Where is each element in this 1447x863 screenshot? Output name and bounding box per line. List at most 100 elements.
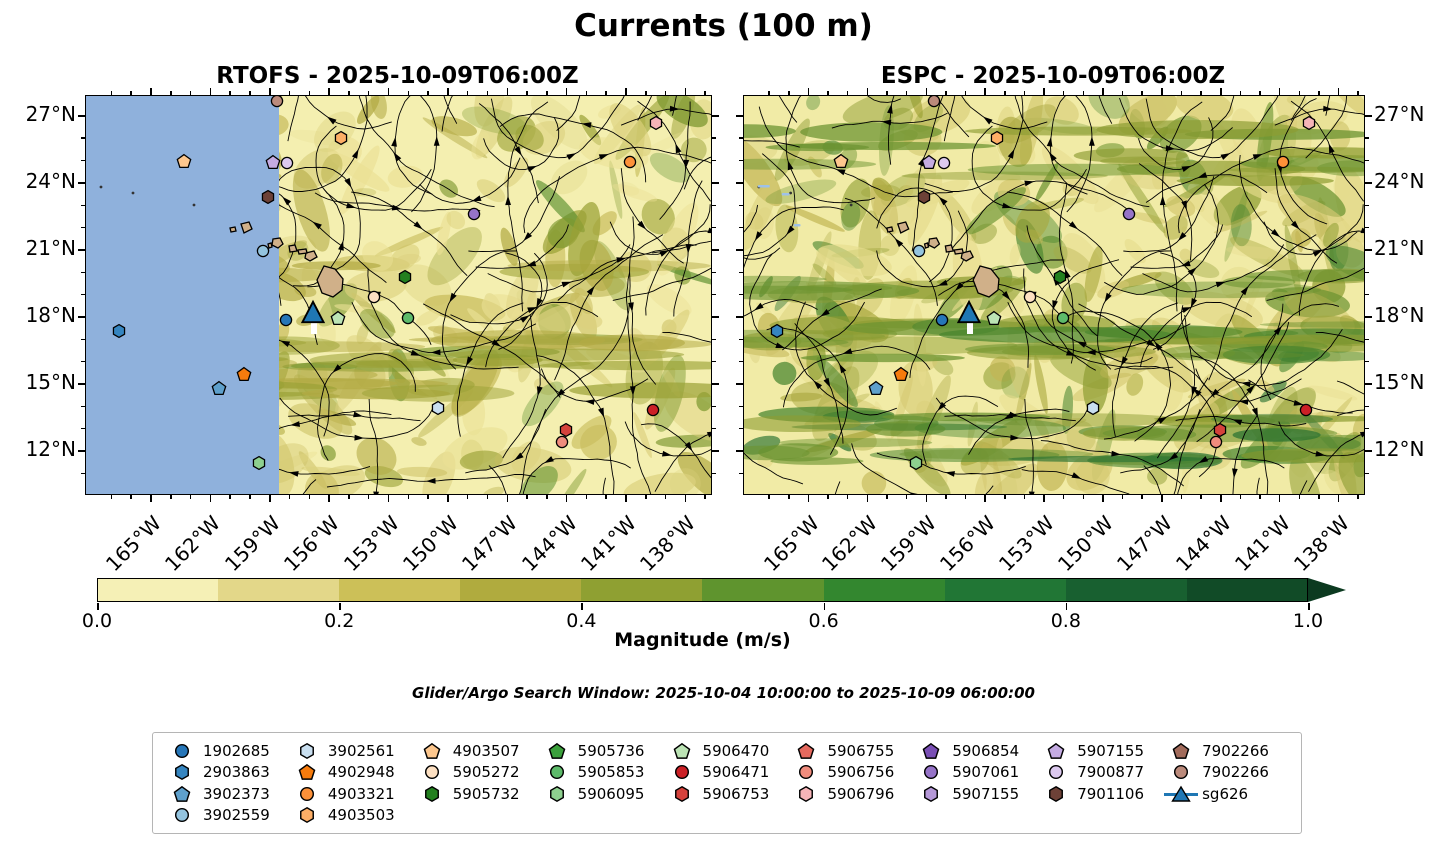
float-marker-3902373 (211, 380, 227, 396)
axis-tick (565, 88, 568, 95)
axis-tick (964, 495, 967, 499)
axis-tick (1062, 91, 1065, 95)
axis-tick (712, 249, 719, 251)
axis-tick (170, 495, 172, 499)
float-marker-sg626 (956, 299, 982, 324)
legend-label: 4903507 (452, 741, 520, 760)
axis-tick (1239, 91, 1242, 95)
axis-tick (526, 91, 528, 95)
axis-tick (984, 88, 986, 95)
legend-label: 3902561 (327, 741, 395, 760)
axis-tick (269, 88, 271, 95)
float-marker-5906796 (648, 115, 664, 131)
legend-item-5906756: 5906756 (789, 762, 914, 784)
axis-tick (546, 495, 548, 499)
float-marker-5906756 (554, 434, 570, 450)
float-marker-7902266 (926, 96, 942, 109)
float-marker-4902948 (236, 366, 252, 382)
legend-item-7902266: 7902266 (1164, 740, 1289, 762)
axis-tick (81, 204, 85, 206)
axis-tick (712, 271, 716, 274)
axis-tick (1337, 88, 1340, 95)
x-tick-label: 162°W (817, 511, 883, 577)
axis-tick (466, 495, 469, 499)
colorbar-tick-label: 1.0 (1292, 610, 1324, 632)
axis-tick (1357, 495, 1359, 499)
axis-tick (328, 495, 330, 502)
legend-item-5906095: 5906095 (540, 783, 665, 805)
axis-tick (605, 495, 607, 499)
axis-tick (81, 472, 85, 475)
colorbar-extend-arrow (1308, 578, 1346, 602)
axis-tick (387, 88, 390, 95)
legend-item-4903503: 4903503 (290, 805, 415, 827)
axis-tick (712, 204, 716, 206)
x-tick-label: 147°W (457, 511, 523, 577)
axis-tick (664, 495, 667, 499)
axis-tick (81, 137, 85, 139)
hexagon-icon (914, 785, 948, 803)
axis-tick (846, 495, 849, 499)
axis-tick (736, 249, 743, 251)
float-marker-5907061 (466, 206, 482, 222)
axis-tick (739, 472, 743, 475)
x-tick-label: 141°W (575, 511, 641, 577)
float-marker-5906470 (986, 310, 1002, 326)
circle-icon (789, 763, 823, 781)
y-tick-label-left: 21°N (25, 235, 76, 260)
colorbar-segment (97, 578, 219, 602)
axis-tick (348, 495, 350, 499)
legend-item-4903321: 4903321 (290, 783, 415, 805)
colorbar-segment (581, 578, 703, 602)
axis-tick (249, 91, 251, 95)
x-tick-label: 165°W (758, 511, 824, 577)
axis-tick (846, 91, 849, 95)
legend-label: 4902948 (327, 763, 395, 782)
axis-tick (78, 249, 85, 251)
y-tick-label-left: 15°N (25, 369, 76, 394)
colorbar-segment (823, 578, 945, 602)
axis-tick (288, 91, 291, 95)
float-marker-5906753 (558, 422, 574, 438)
axis-tick (546, 91, 548, 95)
axis-tick (1043, 88, 1045, 95)
colorbar-tick (823, 603, 826, 610)
glider-icon (1164, 785, 1199, 803)
axis-tick (736, 182, 743, 184)
colorbar-tick-label: 0.8 (1050, 610, 1081, 632)
axis-tick (427, 91, 429, 95)
pentagon-icon (789, 742, 823, 760)
axis-tick (1365, 472, 1369, 475)
legend-item-3902559: 3902559 (165, 805, 290, 827)
axis-tick (905, 91, 908, 95)
axis-tick (466, 91, 469, 95)
legend-column: 5906755 5906756 5906796 (789, 740, 914, 826)
x-tick-label: 159°W (219, 511, 285, 577)
float-marker-5906796 (1301, 115, 1317, 131)
float-marker-5905853 (1055, 310, 1071, 326)
axis-tick (81, 293, 85, 296)
axis-tick (712, 115, 719, 117)
legend-label: 5906755 (827, 741, 895, 760)
axis-tick (788, 91, 790, 95)
legend-column: 5907155 7900877 7901106 (1039, 740, 1164, 826)
islands-layer (757, 185, 1000, 298)
axis-tick (189, 495, 192, 499)
axis-tick (1365, 338, 1369, 341)
y-tick-label-right: 15°N (1374, 369, 1425, 394)
x-tick-label: 138°W (1288, 511, 1354, 577)
panel-title-rtofs: RTOFS - 2025-10-09T06:00Z (216, 63, 579, 89)
colorbar-tick (1308, 603, 1310, 610)
pentagon-icon (165, 785, 199, 803)
axis-tick (1365, 405, 1369, 408)
axis-tick (81, 159, 85, 162)
legend-item-5906753: 5906753 (665, 783, 790, 805)
float-marker-5905272 (366, 289, 382, 305)
axis-tick (1141, 91, 1143, 95)
x-tick-label: 162°W (160, 511, 226, 577)
float-marker-3902559 (255, 243, 271, 259)
axis-tick (739, 137, 743, 139)
axis-tick (1102, 495, 1104, 502)
legend-item-5906755: 5906755 (789, 740, 914, 762)
